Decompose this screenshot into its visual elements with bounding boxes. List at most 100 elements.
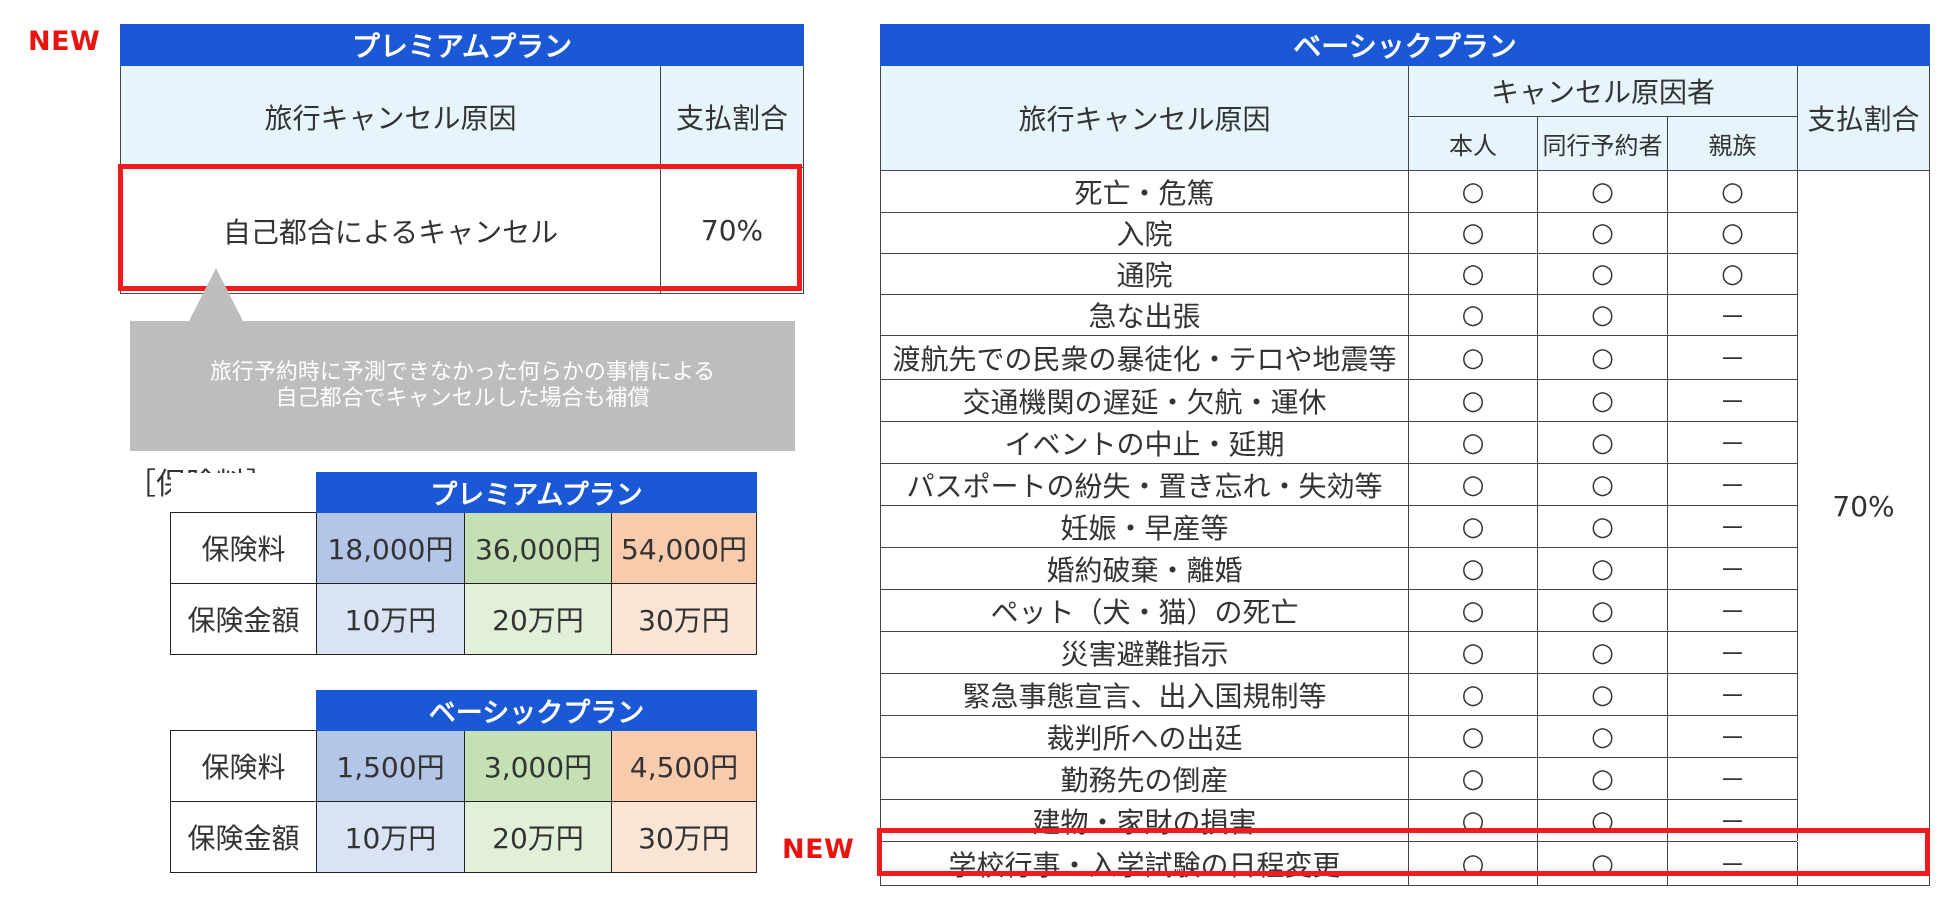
premium-fee-label: 保険料 xyxy=(170,512,317,584)
self-mark: ○ xyxy=(1408,715,1538,758)
cause-cell: 学校行事・入学試験の日程変更 xyxy=(880,841,1409,886)
table-row: 勤務先の倒産 ○ ○ － xyxy=(880,757,1930,800)
basic-fee-tier1: 1,500円 xyxy=(316,730,465,802)
cause-cell: 建物・家財の損害 xyxy=(880,799,1409,842)
fee-table-corner xyxy=(170,472,317,513)
self-mark: ○ xyxy=(1408,335,1538,380)
table-row: イベントの中止・延期 ○ ○ － xyxy=(880,421,1930,464)
companion-mark: ○ xyxy=(1537,505,1668,548)
table-row: 通院 ○ ○ ○ xyxy=(880,253,1930,295)
cause-cell: 裁判所への出廷 xyxy=(880,715,1409,758)
relative-mark: － xyxy=(1667,589,1798,632)
cause-cell: 婚約破棄・離婚 xyxy=(880,547,1409,590)
basic-plan-header: ベーシックプラン xyxy=(880,24,1930,66)
col-header-cause: 旅行キャンセル原因 xyxy=(880,65,1409,171)
relative-mark: － xyxy=(1667,841,1798,886)
table-row: ペット（犬・猫）の死亡 ○ ○ － xyxy=(880,589,1930,632)
premium-fee-header: プレミアムプラン xyxy=(316,472,757,513)
companion-mark: ○ xyxy=(1537,715,1668,758)
relative-mark: － xyxy=(1667,294,1798,336)
table-row: 渡航先での民衆の暴徒化・テロや地震等 ○ ○ － xyxy=(880,335,1930,380)
self-mark: ○ xyxy=(1408,421,1538,464)
cause-cell: 死亡・危篤 xyxy=(880,170,1409,213)
premium-highlight-box xyxy=(118,164,802,291)
basic-amount-tier1: 10万円 xyxy=(316,801,465,873)
self-mark: ○ xyxy=(1408,589,1538,632)
basic-rate-cell: 70% xyxy=(1797,170,1930,842)
cause-cell: 緊急事態宣言、出入国規制等 xyxy=(880,673,1409,716)
self-mark: ○ xyxy=(1408,547,1538,590)
relative-mark: － xyxy=(1667,547,1798,590)
table-row: 急な出張 ○ ○ － xyxy=(880,294,1930,336)
companion-mark: ○ xyxy=(1537,631,1668,674)
table-row: 交通機関の遅延・欠航・運休 ○ ○ － xyxy=(880,379,1930,422)
basic-fee-header: ベーシックプラン xyxy=(316,690,757,731)
self-mark: ○ xyxy=(1408,253,1538,295)
premium-amount-tier2: 20万円 xyxy=(464,583,612,655)
premium-fee-tier3: 54,000円 xyxy=(611,512,757,584)
premium-rate-cell: 70% xyxy=(660,167,804,294)
relative-mark: － xyxy=(1667,757,1798,800)
basic-amount-label: 保険金額 xyxy=(170,801,317,873)
companion-mark: ○ xyxy=(1537,673,1668,716)
premium-amount-tier3: 30万円 xyxy=(611,583,757,655)
table-row: 入院 ○ ○ ○ xyxy=(880,212,1930,254)
relative-mark: ○ xyxy=(1667,253,1798,295)
relative-mark: ○ xyxy=(1667,170,1798,213)
callout-box: 旅行予約時に予測できなかった何らかの事情による 自己都合でキャンセルした場合も補… xyxy=(130,321,795,451)
cause-cell: 通院 xyxy=(880,253,1409,295)
basic-fee-label: 保険料 xyxy=(170,730,317,802)
premium-cause-cell: 自己都合によるキャンセル xyxy=(120,167,661,294)
companion-mark: ○ xyxy=(1537,335,1668,380)
cause-cell: パスポートの紛失・置き忘れ・失効等 xyxy=(880,463,1409,506)
companion-mark: ○ xyxy=(1537,212,1668,254)
new-label-premium: NEW xyxy=(28,26,101,57)
premium-plan-table: プレミアムプラン 旅行キャンセル原因 支払割合 自己都合によるキャンセル 70% xyxy=(120,24,804,294)
relative-mark: － xyxy=(1667,673,1798,716)
basic-amount-tier2: 20万円 xyxy=(464,801,612,873)
callout-line-2: 自己都合でキャンセルした場合も補償 xyxy=(275,386,650,411)
companion-mark: ○ xyxy=(1537,379,1668,422)
table-row: 裁判所への出廷 ○ ○ － xyxy=(880,715,1930,758)
relative-mark: － xyxy=(1667,421,1798,464)
self-mark: ○ xyxy=(1408,379,1538,422)
table-row: 死亡・危篤 ○ ○ ○ 70% xyxy=(880,170,1930,842)
premium-fee-tier2: 36,000円 xyxy=(464,512,612,584)
cause-cell: 交通機関の遅延・欠航・運休 xyxy=(880,379,1409,422)
companion-mark: ○ xyxy=(1537,547,1668,590)
col-header-person: キャンセル原因者 xyxy=(1408,65,1798,117)
table-row: 建物・家財の損害 ○ ○ － xyxy=(880,799,1930,842)
companion-mark: ○ xyxy=(1537,170,1668,213)
col-header-cause: 旅行キャンセル原因 xyxy=(120,65,661,168)
table-row: 緊急事態宣言、出入国規制等 ○ ○ － xyxy=(880,673,1930,716)
cause-cell: 急な出張 xyxy=(880,294,1409,336)
cause-cell: イベントの中止・延期 xyxy=(880,421,1409,464)
table-row: 災害避難指示 ○ ○ － xyxy=(880,631,1930,674)
cause-cell: 渡航先での民衆の暴徒化・テロや地震等 xyxy=(880,335,1409,380)
table-row: 婚約破棄・離婚 ○ ○ － xyxy=(880,547,1930,590)
relative-mark: ○ xyxy=(1667,212,1798,254)
cause-cell: ペット（犬・猫）の死亡 xyxy=(880,589,1409,632)
relative-mark: － xyxy=(1667,799,1798,842)
self-mark: ○ xyxy=(1408,463,1538,506)
companion-mark: ○ xyxy=(1537,421,1668,464)
table-row: 学校行事・入学試験の日程変更 ○ ○ － xyxy=(880,841,1930,886)
basic-fee-tier2: 3,000円 xyxy=(464,730,612,802)
cause-cell: 災害避難指示 xyxy=(880,631,1409,674)
companion-mark: ○ xyxy=(1537,463,1668,506)
cause-cell: 入院 xyxy=(880,212,1409,254)
premium-plan-header: プレミアムプラン xyxy=(120,24,804,66)
self-mark: ○ xyxy=(1408,294,1538,336)
premium-fee-tier1: 18,000円 xyxy=(316,512,465,584)
basic-plan-table: ベーシックプラン 旅行キャンセル原因 キャンセル原因者 支払割合 本人 同行予約… xyxy=(880,24,1930,886)
relative-mark: － xyxy=(1667,335,1798,380)
premium-fee-table: プレミアムプラン 保険料 18,000円 36,000円 54,000円 保険金… xyxy=(170,472,757,655)
table-row: 妊娠・早産等 ○ ○ － xyxy=(880,505,1930,548)
cause-cell: 妊娠・早産等 xyxy=(880,505,1409,548)
relative-mark: － xyxy=(1667,379,1798,422)
self-mark: ○ xyxy=(1408,170,1538,213)
premium-amount-tier1: 10万円 xyxy=(316,583,465,655)
cause-cell: 勤務先の倒産 xyxy=(880,757,1409,800)
self-mark: ○ xyxy=(1408,841,1538,886)
self-mark: ○ xyxy=(1408,212,1538,254)
